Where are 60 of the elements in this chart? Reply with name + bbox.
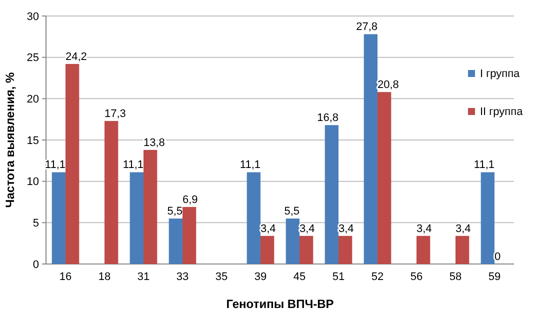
bar bbox=[66, 64, 80, 264]
data-label: 24,2 bbox=[66, 50, 87, 63]
x-tick-label: 18 bbox=[98, 271, 111, 283]
x-tick-label: 16 bbox=[59, 271, 72, 283]
x-tick-label: 58 bbox=[449, 271, 462, 283]
x-tick-label: 39 bbox=[254, 271, 267, 283]
y-tick-label: 30 bbox=[26, 10, 39, 23]
bar bbox=[52, 172, 66, 264]
bar bbox=[182, 206, 196, 264]
bar bbox=[286, 218, 300, 264]
bar bbox=[456, 236, 470, 264]
data-label: 3,4 bbox=[338, 222, 354, 235]
data-label: 17,3 bbox=[104, 108, 126, 120]
legend-label: I группа bbox=[480, 68, 521, 80]
data-label: 3,4 bbox=[416, 222, 432, 235]
data-label: 5,5 bbox=[284, 206, 300, 218]
data-label: 16,8 bbox=[317, 112, 338, 124]
bar bbox=[378, 92, 392, 264]
bar bbox=[364, 34, 378, 264]
x-axis-title: Генотипы ВПЧ-ВР bbox=[226, 297, 334, 311]
x-tick-label: 31 bbox=[137, 271, 150, 283]
y-tick-label: 25 bbox=[26, 52, 39, 64]
bar bbox=[168, 218, 182, 264]
bar bbox=[416, 236, 430, 264]
data-label: 3,4 bbox=[300, 222, 315, 235]
bar bbox=[104, 120, 118, 264]
bar bbox=[260, 236, 274, 264]
legend-label: II группа bbox=[480, 106, 524, 118]
data-label: 27,8 bbox=[356, 21, 378, 34]
x-tick-label: 59 bbox=[488, 271, 501, 283]
data-label: 6,9 bbox=[182, 194, 198, 206]
x-tick-label: 56 bbox=[410, 271, 423, 283]
y-axis-title: Частота выявления, % bbox=[3, 72, 17, 208]
data-label: 11,1 bbox=[240, 159, 260, 172]
x-tick-label: 51 bbox=[332, 271, 345, 283]
data-label: 11,1 bbox=[474, 159, 494, 172]
y-tick-label: 0 bbox=[32, 258, 39, 271]
data-label: 3,4 bbox=[456, 222, 471, 235]
bar bbox=[144, 150, 158, 264]
bar bbox=[246, 172, 260, 264]
bar bbox=[338, 236, 352, 264]
data-label: 20,8 bbox=[378, 79, 399, 92]
data-label: 11,1 bbox=[44, 159, 66, 172]
bar bbox=[480, 172, 494, 264]
bar bbox=[324, 125, 338, 264]
data-label: 11,1 bbox=[122, 159, 144, 172]
x-tick-label: 35 bbox=[215, 271, 228, 283]
bar bbox=[130, 172, 144, 264]
bar bbox=[300, 236, 314, 264]
y-tick-label: 20 bbox=[26, 94, 39, 106]
y-tick-label: 5 bbox=[32, 218, 39, 230]
data-label: 13,8 bbox=[144, 136, 165, 149]
y-tick-label: 15 bbox=[26, 134, 39, 147]
data-label: 3,4 bbox=[260, 222, 276, 235]
x-tick-label: 52 bbox=[371, 271, 384, 283]
x-tick-label: 45 bbox=[293, 271, 306, 283]
x-tick-label: 33 bbox=[176, 271, 189, 283]
data-label: 5,5 bbox=[167, 206, 182, 218]
y-tick-label: 10 bbox=[26, 176, 39, 188]
data-label: 0 bbox=[494, 251, 501, 263]
